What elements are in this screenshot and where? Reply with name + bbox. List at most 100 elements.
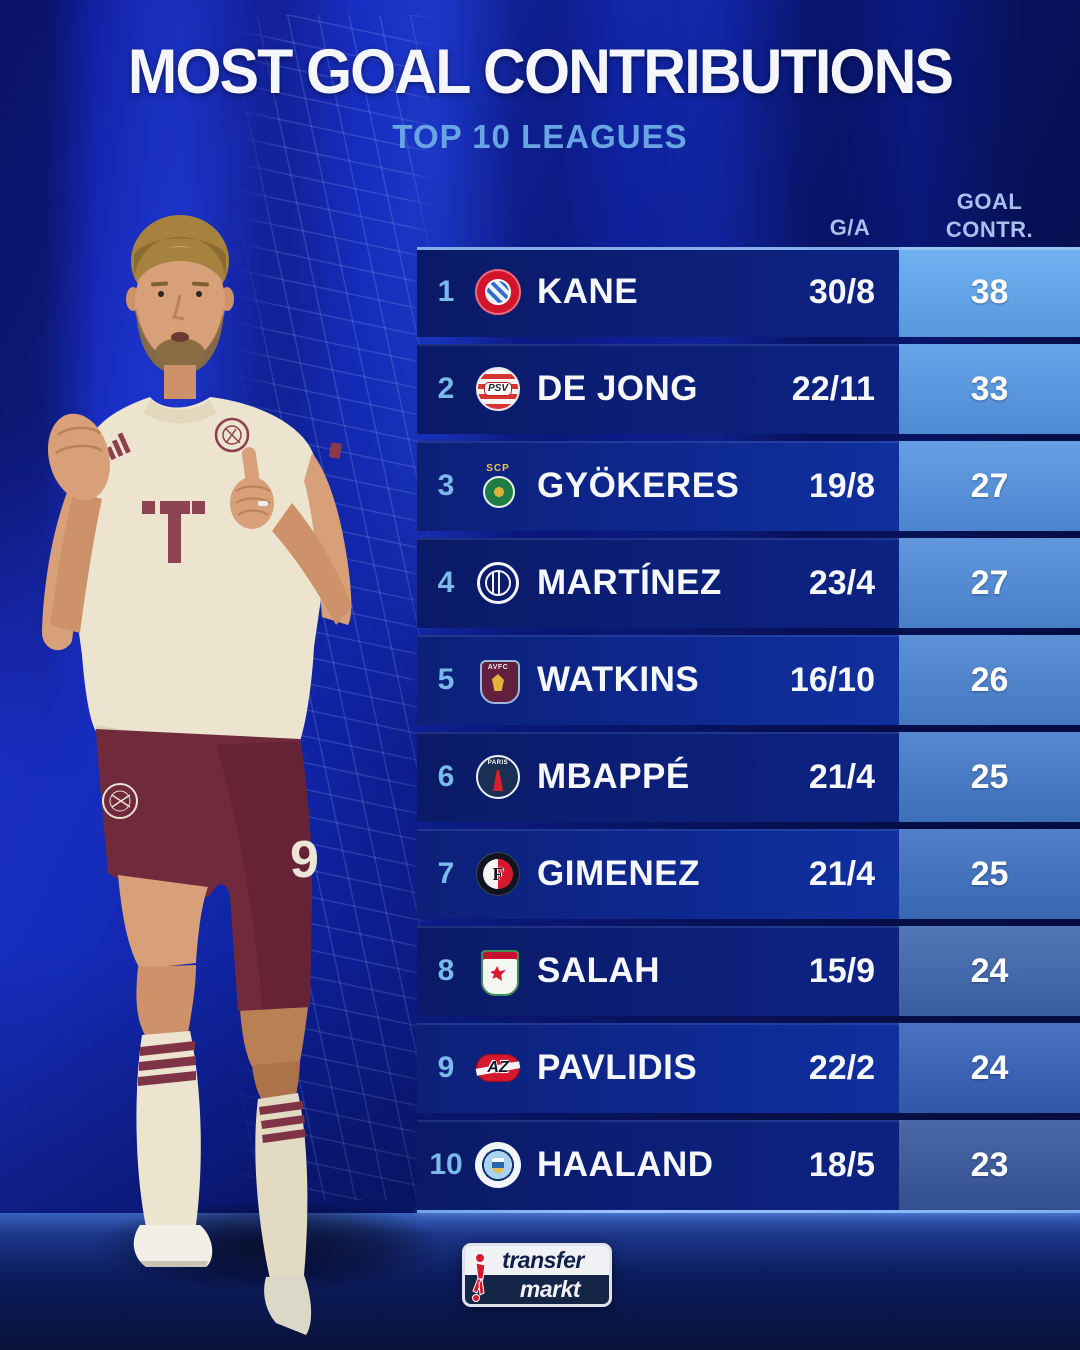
club-badge-psg-icon: PARIS [475, 754, 521, 800]
eye [196, 291, 202, 297]
ga-value: 22/2 [808, 1048, 875, 1087]
club-badge-feyenoord-icon: F [475, 851, 521, 897]
logo-player-icon [472, 1253, 486, 1302]
face [135, 246, 225, 360]
table-row: 6 PARIS MBAPPÉ 21/4 25 [417, 732, 1080, 822]
shirt [64, 397, 332, 741]
eyebrow [192, 281, 209, 287]
club-badge-psv-icon: PSV [475, 366, 521, 412]
column-header-ga: G/A [829, 215, 871, 240]
goal-contributions-value: 38 [970, 272, 1009, 311]
club-badge-liverpool-icon [475, 948, 521, 996]
page-subtitle: TOP 10 LEAGUES [392, 118, 688, 155]
sleeve-patch [329, 442, 342, 459]
club-badge-bayern-icon [475, 269, 521, 315]
player-name: SALAH [537, 951, 661, 990]
club-badge-mancity-icon [475, 1142, 521, 1188]
ga-value: 16/10 [789, 660, 875, 699]
goal-net-pattern [232, 15, 437, 1200]
badge-text: F [492, 863, 504, 884]
goal-contr-cell: 24 [899, 926, 1080, 1016]
rank-label: 4 [437, 566, 455, 599]
mouth [171, 332, 189, 342]
player-photo-harry-kane: 9 [41, 215, 352, 1335]
rank-label: 7 [437, 857, 455, 890]
goal-contributions-value: 27 [970, 466, 1009, 505]
goal-contr-cell: 38 [899, 247, 1080, 337]
goal-contr-cell: 25 [899, 829, 1080, 919]
beard [136, 309, 224, 375]
goal-contributions-value: 26 [970, 660, 1009, 699]
goal-contr-cell: 33 [899, 344, 1080, 434]
badge-text: AZ [487, 1059, 509, 1076]
ga-value: 22/11 [791, 369, 875, 408]
right-fist [48, 413, 110, 501]
table-row: 3 SCP GYÖKERES 19/8 27 [417, 441, 1080, 531]
column-headers: G/A GOAL CONTR. [420, 185, 1080, 243]
player-name: WATKINS [537, 660, 700, 699]
shorts [96, 729, 312, 1011]
goal-contr-cell: 27 [899, 441, 1080, 531]
collar [144, 399, 216, 424]
goal-contr-cell: 26 [899, 635, 1080, 725]
table-row: 9 AZ PAVLIDIS 22/2 24 [417, 1023, 1080, 1113]
table-row: 10 HAALAND 18/5 23 [417, 1120, 1080, 1210]
ga-value: 30/8 [808, 272, 875, 311]
eyebrow [151, 281, 168, 287]
table-row: 2 PSV DE JONG 22/11 33 [417, 344, 1080, 434]
left-hand [230, 477, 274, 529]
table-row: 1 KANE 30/8 38 [417, 247, 1080, 337]
adidas-logo [106, 432, 131, 461]
ga-value: 18/5 [808, 1145, 875, 1184]
eye [158, 291, 164, 297]
club-badge-villa-icon: AVFC [475, 657, 521, 704]
table-row: 7 F GIMENEZ 21/4 25 [417, 829, 1080, 919]
goal-contr-cell: 23 [899, 1120, 1080, 1210]
rank-label: 3 [437, 469, 455, 502]
table-row: 4 MARTÍNEZ 23/4 27 [417, 538, 1080, 628]
goal-contributions-value: 25 [970, 757, 1009, 796]
front-thigh [118, 875, 208, 969]
hair [131, 215, 229, 307]
goal-contr-cell: 25 [899, 732, 1080, 822]
left-arm [304, 453, 352, 625]
rank-label: 6 [437, 760, 455, 793]
back-thigh [240, 1007, 308, 1067]
ga-value: 19/8 [808, 466, 875, 505]
finger-tape [258, 501, 268, 506]
goal-contr-cell: 27 [899, 538, 1080, 628]
front-sock [136, 1031, 201, 1227]
nose [171, 294, 185, 321]
player-name: GIMENEZ [537, 854, 700, 893]
player-name: HAALAND [537, 1145, 714, 1184]
club-badge-sporting-icon: SCP [475, 463, 521, 509]
telekom-t-logo [142, 501, 205, 563]
right-arm [41, 447, 104, 651]
bayern-crest-outline [214, 417, 250, 453]
shirt-number: 9 [290, 831, 319, 889]
badge-text: PARIS [487, 760, 509, 766]
goal-contributions-value: 24 [970, 1048, 1009, 1087]
goal-contributions-value: 27 [970, 563, 1009, 602]
player-name: KANE [537, 272, 639, 311]
club-badge-az-icon: AZ [475, 1045, 521, 1091]
rank-label: 1 [437, 275, 455, 308]
player-name: GYÖKERES [537, 466, 740, 505]
shorts-crest [102, 783, 138, 819]
rank-label: 8 [437, 954, 455, 987]
badge-text: AVFC [487, 664, 509, 671]
badge-text: PSV [483, 382, 512, 396]
rankings-table: 1 KANE 30/8 38 2 PSV DE JONG 22/11 33 3 … [417, 247, 1080, 1217]
badge-text: SCP [486, 463, 510, 474]
rank-label: 10 [429, 1148, 463, 1181]
goal-contributions-value: 33 [970, 369, 1009, 408]
page-title: MOST GOAL CONTRIBUTIONS [127, 37, 954, 107]
player-shadow [100, 1200, 440, 1292]
transfermarkt-logo: transfer markt [462, 1243, 612, 1307]
player-name: MBAPPÉ [537, 757, 690, 796]
rank-label: 9 [437, 1051, 455, 1084]
goal-contributions-value: 23 [970, 1145, 1009, 1184]
player-name: DE JONG [537, 369, 699, 408]
table-row: 8 SALAH 15/9 24 [417, 926, 1080, 1016]
